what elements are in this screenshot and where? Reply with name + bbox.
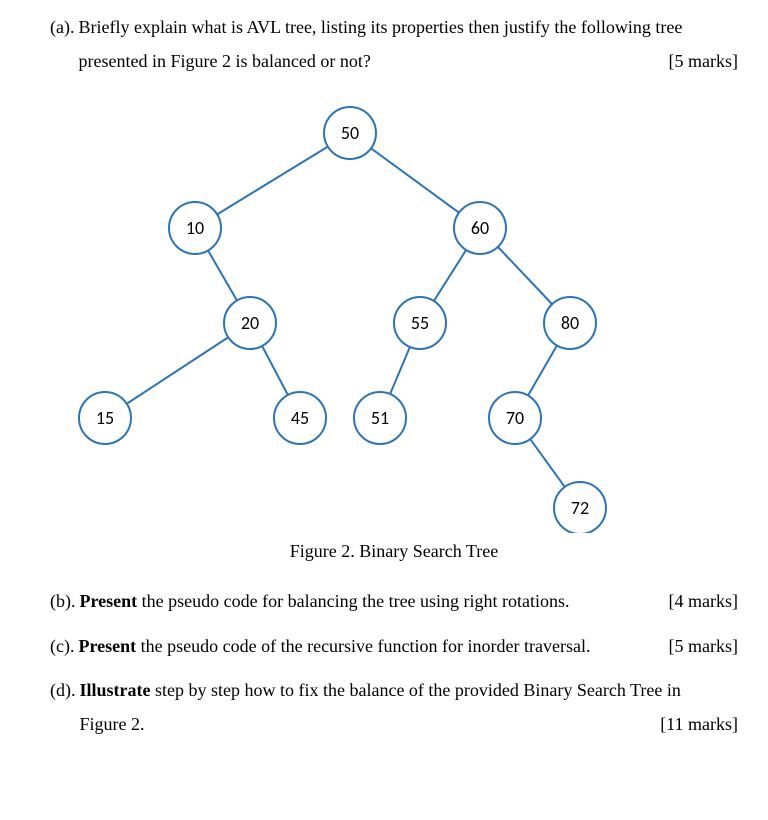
question-a: (a). Briefly explain what is AVL tree, l… [50,10,738,78]
tree-node-label: 72 [571,497,589,519]
question-c: (c). Present the pseudo code of the recu… [50,629,738,663]
question-d-rest2: Figure 2. [80,714,145,734]
question-d-label: (d). [50,673,80,707]
tree-node-label: 10 [186,217,204,239]
tree-node-15: 15 [79,392,131,444]
tree-node-label: 70 [506,407,524,429]
tree-node-label: 15 [96,407,114,429]
tree-edge [127,338,229,405]
question-d-marks: [11 marks] [660,707,738,741]
question-d-rest1: step by step how to fix the balance of t… [151,680,681,700]
question-a-text-line1: Briefly explain what is AVL tree, listin… [78,17,682,37]
question-b-label: (b). [50,584,80,618]
tree-edge [217,147,328,215]
question-b-marks: [4 marks] [669,584,738,618]
tree-edge [498,247,552,304]
question-d-bold: Illustrate [80,680,151,700]
exam-page: (a). Briefly explain what is AVL tree, l… [0,0,768,781]
tree-node-51: 51 [354,392,406,444]
tree-diagram: 50 10 60 20 55 80 15 45 51 70 72 [50,93,690,533]
tree-edge [530,439,565,487]
tree-node-45: 45 [274,392,326,444]
tree-node-60: 60 [454,202,506,254]
tree-edge [434,250,466,301]
question-a-label: (a). [50,10,78,44]
question-a-body: Briefly explain what is AVL tree, listin… [78,10,738,78]
tree-node-label: 45 [291,407,309,429]
question-b-bold: Present [80,591,138,611]
question-a-marks: [5 marks] [669,44,738,78]
tree-edge [208,251,237,301]
tree-node-80: 80 [544,297,596,349]
question-c-label: (c). [50,629,78,663]
tree-node-50: 50 [324,107,376,159]
tree-node-label: 60 [471,217,489,239]
tree-node-label: 80 [561,312,579,334]
tree-node-label: 51 [371,407,389,429]
tree-edge [371,149,459,213]
question-d: (d). Illustrate step by step how to fix … [50,673,738,741]
tree-edge [528,346,557,396]
tree-node-55: 55 [394,297,446,349]
tree-node-72: 72 [554,482,606,533]
tree-node-20: 20 [224,297,276,349]
tree-edge [262,346,288,395]
tree-node-label: 20 [241,312,259,334]
tree-node-label: 50 [341,122,359,144]
question-b-rest: the pseudo code for balancing the tree u… [137,591,569,611]
question-c-marks: [5 marks] [669,629,738,663]
question-a-text-line2: presented in Figure 2 is balanced or not… [78,51,370,71]
question-d-body: Illustrate step by step how to fix the b… [80,673,739,741]
tree-node-10: 10 [169,202,221,254]
figure-caption: Figure 2. Binary Search Tree [50,541,738,562]
tree-edge [390,347,410,394]
question-b-body: Present the pseudo code for balancing th… [80,584,739,618]
question-c-body: Present the pseudo code of the recursive… [78,629,738,663]
question-b: (b). Present the pseudo code for balanci… [50,584,738,618]
tree-node-70: 70 [489,392,541,444]
question-c-bold: Present [78,636,136,656]
question-c-rest: the pseudo code of the recursive functio… [136,636,590,656]
figure-2: 50 10 60 20 55 80 15 45 51 70 72 Figure 2. Binary … [50,93,738,562]
tree-node-label: 55 [411,312,429,334]
